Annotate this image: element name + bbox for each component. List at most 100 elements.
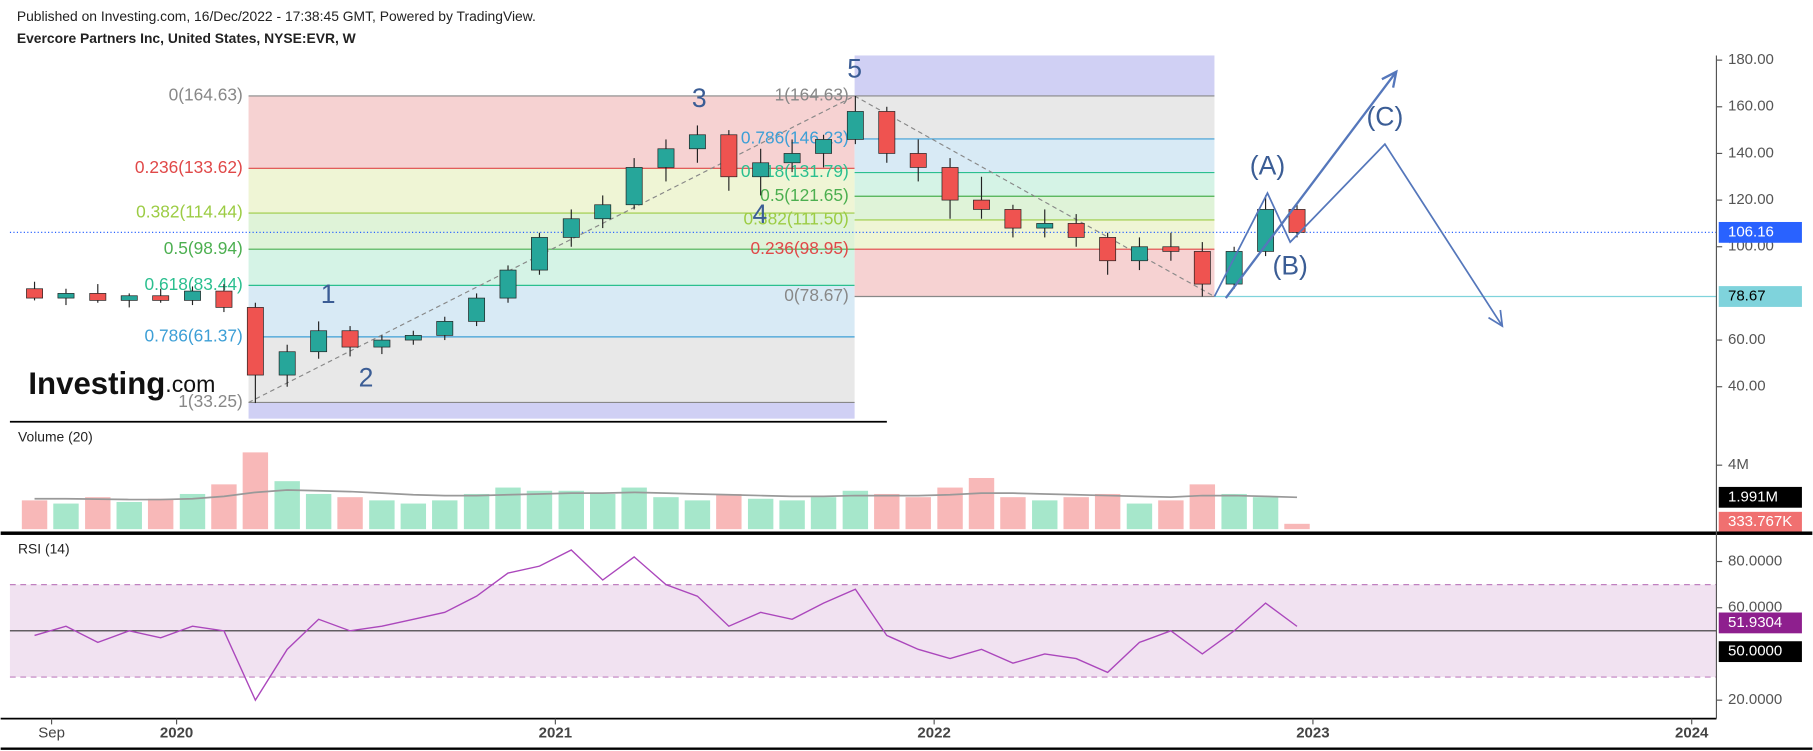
fib-band xyxy=(248,95,855,169)
volume-bar xyxy=(463,493,490,530)
y-tick-label: 4M xyxy=(1728,456,1749,473)
price-tag xyxy=(1718,641,1802,663)
candle-body xyxy=(720,134,738,178)
candle-body xyxy=(878,111,896,154)
candle-body xyxy=(1131,246,1148,262)
volume-bar xyxy=(1189,484,1216,530)
candle-body xyxy=(341,330,359,348)
price-tag-label: 333.767K xyxy=(1728,513,1792,530)
candle-body xyxy=(625,167,643,206)
candle-body xyxy=(310,330,328,353)
fib-band xyxy=(248,285,855,337)
x-tick-label: 2022 xyxy=(917,725,950,742)
projection-line xyxy=(1224,71,1398,299)
fib-label: 0.236(133.62) xyxy=(135,157,243,177)
wave-label: 3 xyxy=(692,83,707,113)
wave-label: (B) xyxy=(1272,251,1307,281)
pane-title: Volume (20) xyxy=(18,429,93,445)
volume-bar xyxy=(1094,493,1121,530)
candle-body xyxy=(1162,246,1180,252)
wave-label: (C) xyxy=(1366,102,1403,132)
fib-extension xyxy=(854,55,1215,96)
candle-body xyxy=(1036,223,1054,229)
fib-label: 0.236(98.95) xyxy=(751,238,849,258)
volume-bar xyxy=(211,484,237,530)
x-tick-label: 2023 xyxy=(1296,725,1329,742)
candle-body xyxy=(688,134,706,150)
price-tag xyxy=(1718,612,1802,634)
volume-bar xyxy=(21,500,48,530)
candle-body xyxy=(1067,223,1085,238)
candle-body xyxy=(657,148,675,168)
candle-body xyxy=(1099,237,1117,262)
volume-bar xyxy=(1000,497,1026,530)
volume-bar xyxy=(590,493,616,530)
volume-bar xyxy=(1063,497,1089,530)
y-tick-label: 160.00 xyxy=(1728,98,1774,115)
price-tag xyxy=(1718,221,1802,243)
candle-body xyxy=(436,321,454,336)
pane-title: RSI (14) xyxy=(18,541,70,557)
volume-bar xyxy=(558,490,584,530)
candle-body xyxy=(815,139,832,154)
logo-suffix: .com xyxy=(165,371,215,397)
volume-bar xyxy=(53,503,79,530)
y-tick-label: 80.0000 xyxy=(1728,552,1782,569)
x-tick-label: Sep xyxy=(38,725,65,742)
wave-label: (A) xyxy=(1250,151,1285,181)
candle-body xyxy=(1193,251,1211,285)
volume-bar xyxy=(337,497,363,530)
y-tick-label: 20.0000 xyxy=(1728,691,1782,708)
price-tag xyxy=(1718,286,1802,307)
volume-bar xyxy=(1221,493,1247,530)
fib-label: 0.382(114.44) xyxy=(136,202,243,222)
candle-body xyxy=(783,153,801,164)
fib-label: 0(164.63) xyxy=(169,85,243,105)
fib-band xyxy=(854,219,1215,250)
fib-label: 0.382(111.50) xyxy=(743,209,848,229)
candle-body xyxy=(499,269,517,299)
candle-body xyxy=(1288,209,1306,233)
fib-label: 0.786(146.23) xyxy=(741,127,849,147)
volume-bar xyxy=(1158,500,1184,530)
volume-bar xyxy=(147,498,174,530)
projection-arrow xyxy=(1381,69,1398,88)
y-tick-label: 40.00 xyxy=(1728,378,1766,395)
fib-label: 0.5(98.94) xyxy=(164,238,243,258)
fib-label: 0(78.67) xyxy=(784,285,849,305)
fib-label: 0.618(83.44) xyxy=(144,274,242,294)
y-tick-label: 140.00 xyxy=(1728,144,1774,161)
candle-body xyxy=(184,290,201,301)
pane-separator xyxy=(0,531,1813,535)
volume-bar xyxy=(747,498,774,530)
volume-bar xyxy=(116,501,142,530)
volume-bar xyxy=(842,490,869,530)
candle-body xyxy=(941,167,959,201)
fib-band xyxy=(854,138,1215,173)
y-tick-label: 60.00 xyxy=(1728,331,1766,348)
fib-label: 1(33.25) xyxy=(178,391,243,411)
wave-label: 1 xyxy=(321,279,336,309)
volume-bar xyxy=(684,500,711,530)
candle-body xyxy=(1004,209,1022,229)
candle-body xyxy=(468,297,486,322)
volume-bar xyxy=(968,477,995,530)
projection-arrow xyxy=(1488,309,1504,328)
fib-band xyxy=(248,213,855,250)
candle-body xyxy=(846,111,864,140)
price-tag xyxy=(1718,511,1802,533)
wave-label: 5 xyxy=(847,54,862,84)
price-tag-label: 106.16 xyxy=(1728,223,1774,240)
logo: Investing.com xyxy=(28,366,215,401)
candle-body xyxy=(594,204,612,220)
candle-body xyxy=(752,162,770,178)
symbol-title: Evercore Partners Inc, United States, NY… xyxy=(17,30,357,46)
fib-label: 1(164.63) xyxy=(775,85,849,105)
price-tag-label: 51.9304 xyxy=(1728,614,1782,631)
candle-body xyxy=(278,351,296,376)
fib-band xyxy=(854,172,1215,197)
rsi-line xyxy=(34,549,1298,702)
volume-bar xyxy=(400,503,427,530)
y-tick-label: 120.00 xyxy=(1728,191,1774,208)
volume-bar xyxy=(274,481,300,530)
